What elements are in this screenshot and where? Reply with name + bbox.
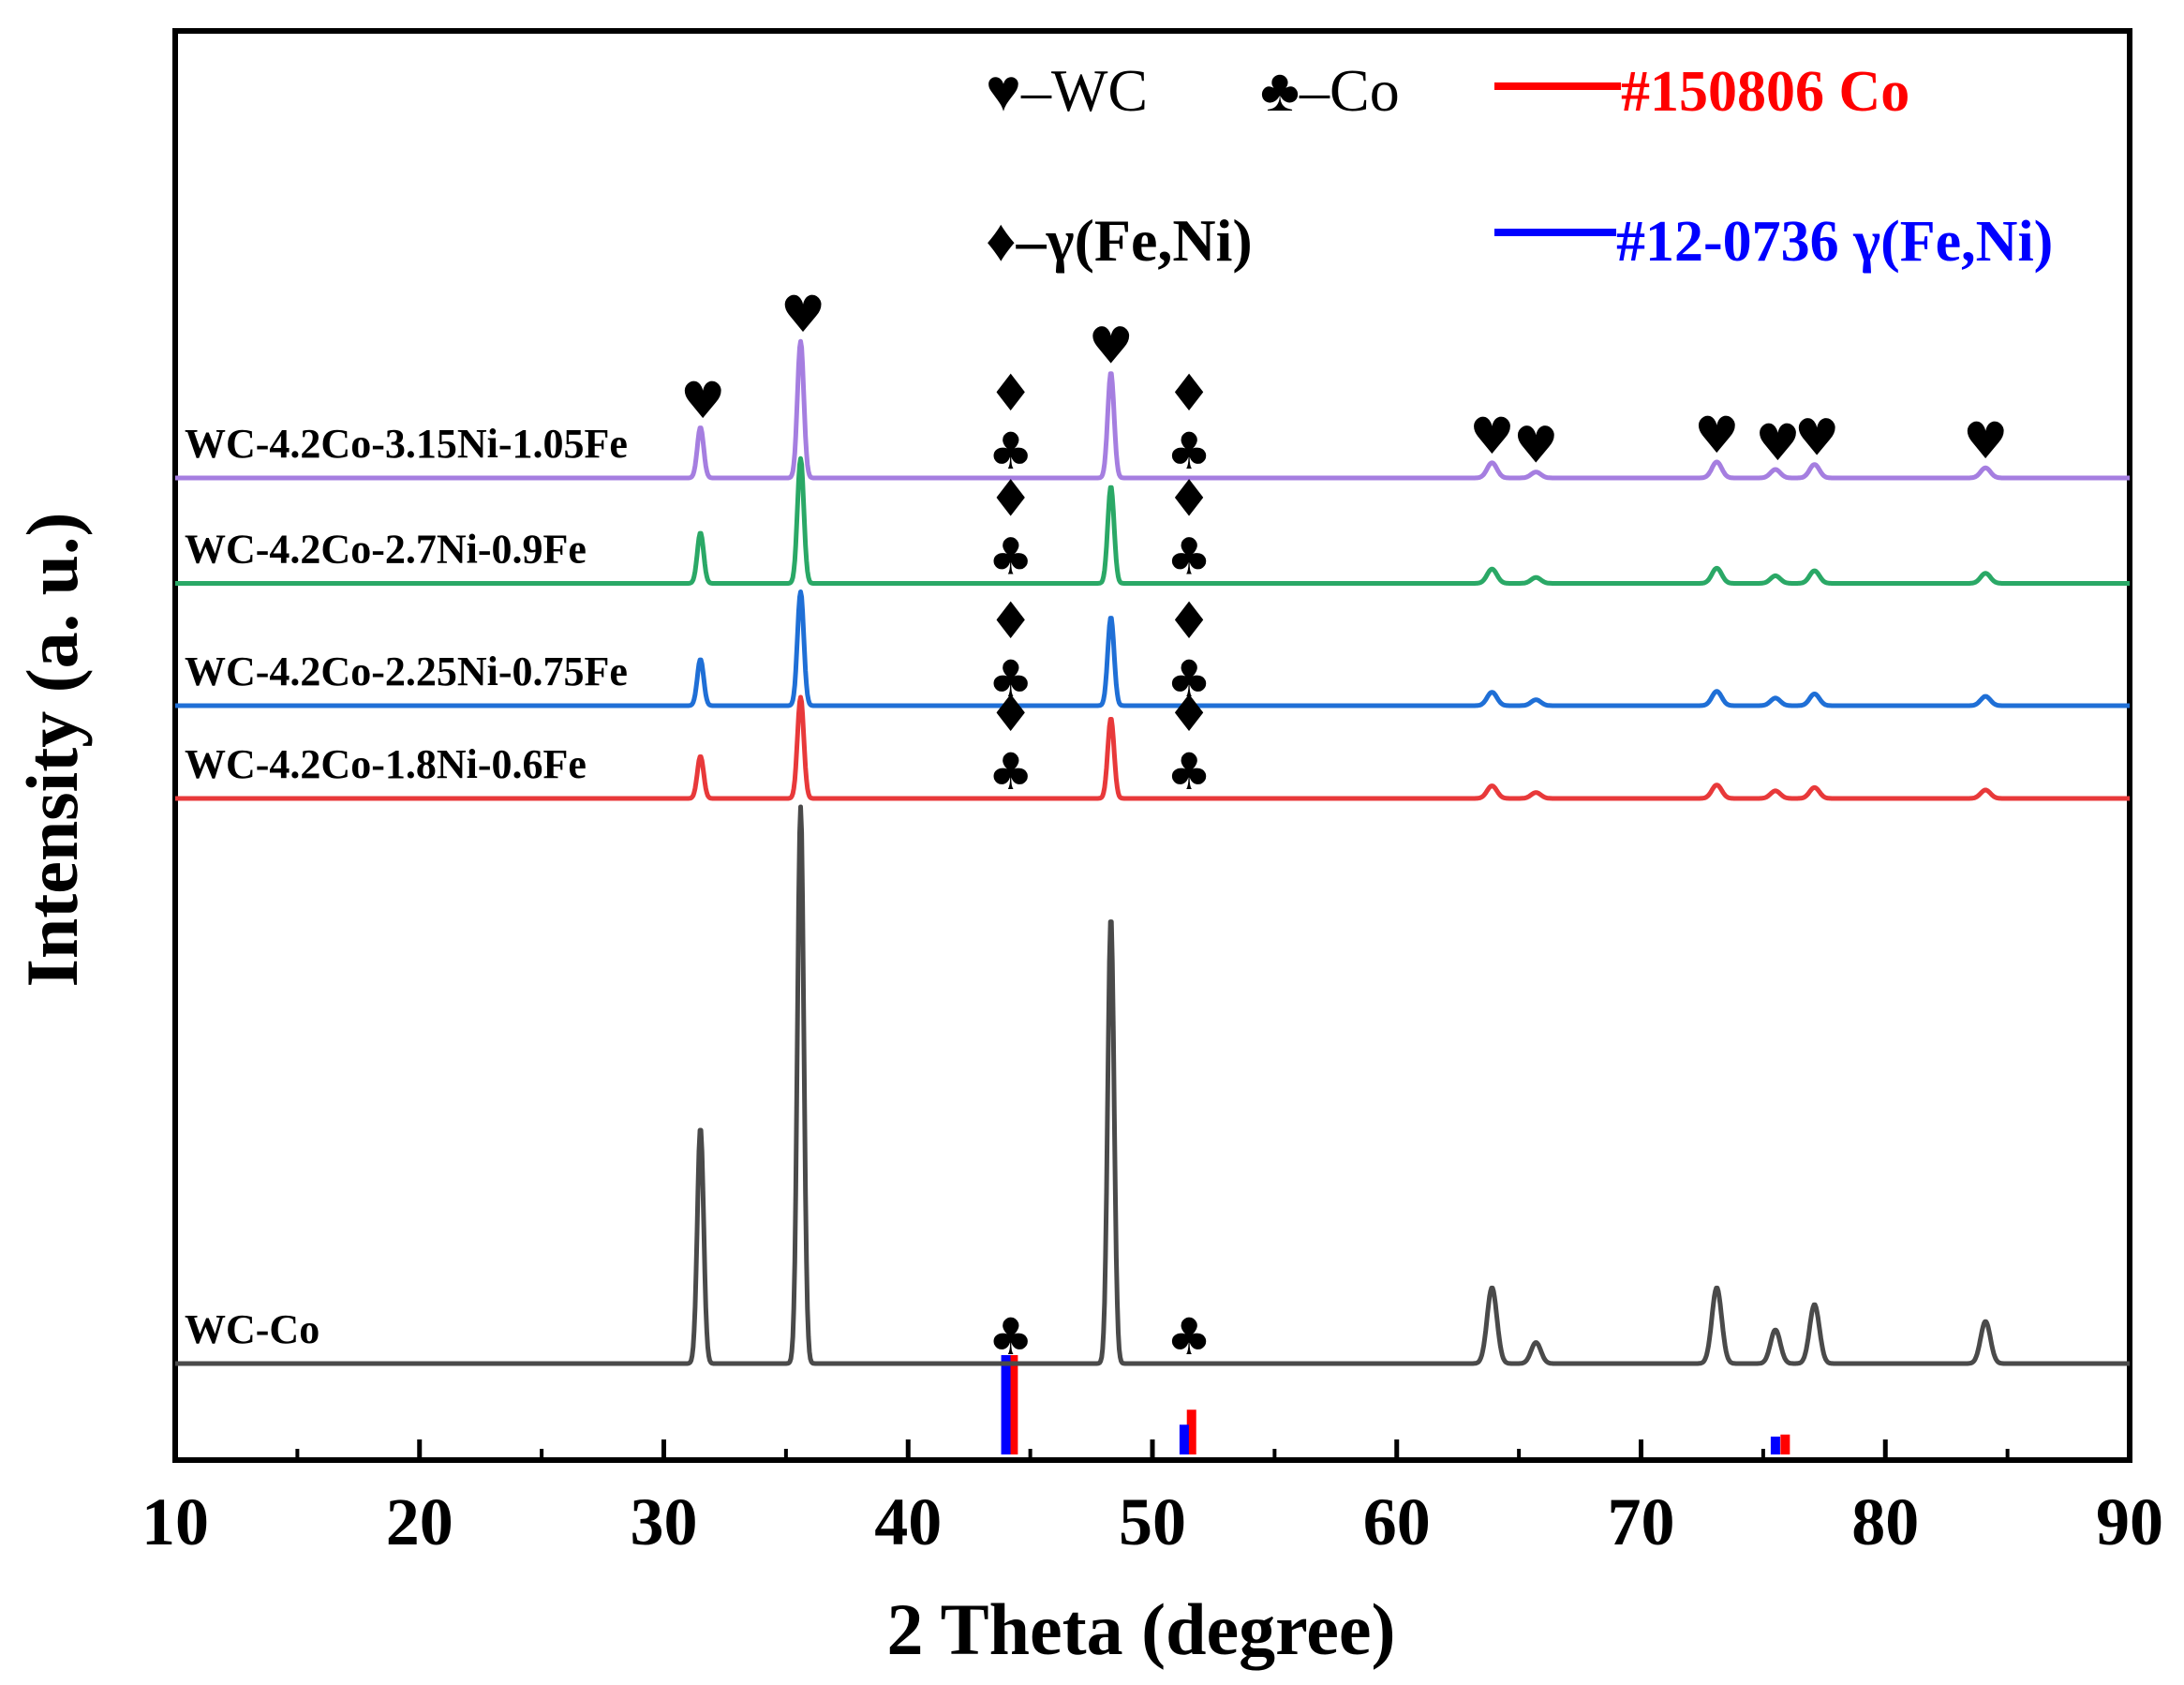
series-line-2 [173, 589, 2132, 708]
series-label-4: WC-4.2Co-3.15Ni-1.05Fe [185, 421, 628, 467]
legend-feni: ♦–γ(Fe,Ni) [986, 207, 1253, 274]
x-tick-label-10: 10 [141, 1484, 209, 1559]
x-tick-label-20: 20 [386, 1484, 453, 1559]
wc-marker: ♥ [1469, 407, 1514, 466]
legend-label-co: #150806 Co [1621, 60, 1909, 124]
wc-marker: ♥ [1513, 416, 1558, 475]
series-line-3 [173, 455, 2132, 586]
x-tick-label-30: 30 [631, 1484, 698, 1559]
series-label-1: WC-4.2Co-1.8Ni-0.6Fe [185, 741, 587, 787]
wc-marker: ♥ [680, 371, 725, 430]
feni-marker: ♦ [1166, 470, 1211, 529]
series-label-2: WC-4.2Co-2.25Ni-0.75Fe [185, 649, 628, 694]
legend-co: ♣–Co [1260, 57, 1400, 124]
wc-marker: ♥ [1794, 409, 1839, 468]
co-marker: ♣ [1166, 742, 1211, 801]
series-group: WC-Co WC-4.2Co-1.8Ni-0.6Fe WC-4.2Co-2.25Ni… [173, 338, 2132, 1366]
x-axis-title: 2 Theta (degree) [887, 1588, 1396, 1670]
legend-label-feni: #12-0736 γ(Fe,Ni) [1616, 210, 2053, 274]
phase-markers: ♣ ♣♣♦♣♦♣♦♣♦♣♦♣♦♥♥♣♦♥♣♦♥♥ ♥ ♥♥ ♥ [680, 285, 2008, 1366]
feni-marker: ♦ [988, 470, 1033, 529]
x-axis-ticks: 10 20 30 40 50 60 70 80 90 [141, 1439, 2163, 1559]
co-marker: ♣ [988, 649, 1033, 708]
co-marker: ♣ [1166, 649, 1211, 708]
co-marker: ♣ [988, 422, 1033, 481]
series-line-1 [173, 694, 2132, 801]
x-tick-label-90: 90 [2096, 1484, 2163, 1559]
co-marker: ♣ [988, 528, 1033, 587]
co-marker: ♣ [1166, 422, 1211, 481]
wc-marker: ♥ [1088, 317, 1133, 376]
co-marker: ♣ [1166, 1307, 1211, 1366]
wc-marker: ♥ [780, 285, 825, 344]
wc-marker: ♥ [1963, 411, 2008, 470]
legend: ♥–WC ♣–Co ♦–γ(Fe,Ni) #150806 Co #12-0736 γ(F… [986, 57, 2053, 274]
legend-wc: ♥–WC [986, 57, 1148, 124]
x-tick-label-80: 80 [1851, 1484, 1919, 1559]
reference-lines [1001, 1355, 1790, 1454]
y-axis-title: Intensity (a. u.) [11, 512, 93, 987]
series-label-3: WC-4.2Co-2.7Ni-0.9Fe [185, 527, 587, 573]
co-marker: ♣ [1166, 528, 1211, 587]
feni-marker: ♦ [988, 591, 1033, 650]
x-tick-label-70: 70 [1608, 1484, 1675, 1559]
series-line-4 [173, 338, 2132, 481]
series-label-0: WC-Co [185, 1306, 319, 1352]
series-line-0 [173, 804, 2132, 1366]
co-marker: ♣ [988, 742, 1033, 801]
co-marker: ♣ [988, 1307, 1033, 1366]
feni-marker: ♦ [1166, 684, 1211, 743]
x-tick-label-60: 60 [1363, 1484, 1431, 1559]
wc-marker: ♥ [1755, 413, 1800, 472]
feni-marker: ♦ [988, 364, 1033, 423]
feni-marker: ♦ [1166, 591, 1211, 650]
feni-marker: ♦ [988, 684, 1033, 743]
feni-marker: ♦ [1166, 364, 1211, 423]
x-tick-label-50: 50 [1119, 1484, 1186, 1559]
wc-marker: ♥ [1694, 406, 1739, 465]
x-tick-label-40: 40 [874, 1484, 942, 1559]
